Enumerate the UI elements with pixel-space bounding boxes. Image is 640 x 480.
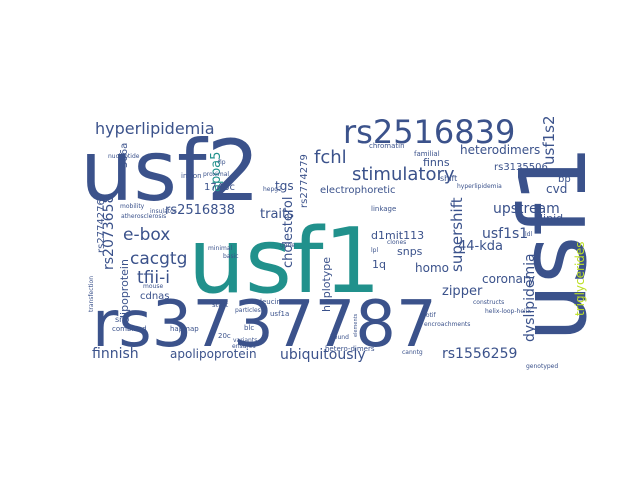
word: minimal — [208, 245, 233, 252]
word: atherosclerosis — [121, 213, 166, 220]
word: usf1s2 — [540, 115, 558, 165]
word: hyperlipidemia — [457, 183, 502, 190]
word: ensures — [232, 343, 256, 350]
word: ubiquitously — [280, 347, 366, 363]
word: variants — [233, 337, 257, 344]
word: 20c — [218, 332, 231, 340]
word: intron — [181, 172, 202, 180]
word: supershift — [448, 197, 466, 272]
word: hapmap — [170, 325, 199, 333]
word: linkage — [371, 205, 396, 213]
word: mobility — [120, 203, 145, 210]
word: lipid — [540, 212, 563, 225]
word: cholesterol — [281, 197, 296, 268]
word: apolipoprotein — [170, 347, 257, 361]
word: fchl — [314, 147, 347, 168]
word: transfection — [88, 276, 95, 312]
word: lipoprotein — [118, 259, 131, 318]
word: blc — [244, 324, 254, 332]
word: hyperlipidemia — [95, 119, 215, 138]
word: hetero-dimers — [325, 345, 375, 353]
word: rs3737787 — [92, 288, 437, 362]
word: mouse — [143, 283, 163, 290]
word: tfii-i — [137, 268, 170, 288]
word: rs3135506 — [494, 162, 548, 173]
word: particles — [235, 307, 261, 314]
word: rs2774279 — [299, 154, 310, 208]
word: snp — [115, 315, 129, 324]
word: elements — [353, 313, 359, 337]
word: cacgtg — [130, 249, 187, 269]
word: basic — [223, 253, 239, 260]
word: finnish — [92, 346, 139, 362]
word: snps — [397, 245, 423, 258]
word: d1mit113 — [371, 229, 424, 242]
word: usf1a — [270, 310, 289, 318]
word: rs2516839 — [343, 113, 515, 151]
word: usf1 — [500, 145, 607, 342]
word: motif — [420, 312, 437, 319]
word: start — [212, 301, 229, 309]
word: leucine — [260, 298, 285, 306]
word: rs2774276 — [96, 199, 107, 253]
word: stimulatory — [352, 164, 455, 185]
word: constructs — [473, 299, 504, 306]
word: haplotype — [320, 257, 333, 312]
word: e-box — [123, 225, 170, 245]
word: usf1s1 — [482, 226, 528, 242]
word: combined — [112, 325, 147, 333]
word: triglycerides — [573, 241, 587, 316]
word: proximal — [203, 171, 229, 178]
word: ldl — [525, 231, 532, 238]
word: familial — [414, 150, 440, 158]
word: dyslipidemia — [522, 253, 538, 342]
word: traits — [260, 207, 294, 222]
word: coronary — [482, 272, 535, 286]
word: heterodimers — [460, 143, 540, 157]
word: lpl — [371, 247, 378, 254]
word: shift — [440, 174, 457, 183]
word: zipper — [442, 284, 483, 299]
word: fip — [218, 159, 226, 166]
word: rs2516838 — [165, 203, 235, 218]
word: rs2073658 — [101, 195, 117, 270]
word: helix-loop-helix — [485, 308, 531, 315]
word: usf1 — [188, 209, 381, 314]
word: bp — [558, 174, 571, 185]
word: upstream — [493, 201, 560, 217]
word: homo — [415, 261, 449, 275]
word: cvd — [546, 182, 567, 196]
word: gene — [280, 242, 295, 249]
word: cdnas — [140, 291, 170, 302]
word: apoa5 — [209, 152, 224, 192]
word: clones — [387, 239, 406, 246]
word: usf2 — [80, 122, 260, 220]
word: rs1556259 — [442, 346, 517, 362]
word: hepg2 — [263, 186, 282, 193]
word: chromatin — [369, 142, 405, 150]
word: genotyped — [526, 363, 558, 370]
word: canntg — [402, 349, 423, 356]
word: bound — [330, 334, 349, 341]
word: encroachments — [424, 321, 470, 328]
word: tgs — [275, 179, 294, 193]
word: nucleotide — [108, 153, 140, 160]
word: 44-kda — [458, 239, 503, 254]
word: 306a — [119, 143, 130, 168]
word: finns — [423, 156, 450, 169]
word: electrophoretic — [320, 185, 396, 196]
word: 1748c — [204, 182, 235, 193]
word: 1q — [372, 258, 386, 271]
word: insulator — [150, 208, 177, 215]
